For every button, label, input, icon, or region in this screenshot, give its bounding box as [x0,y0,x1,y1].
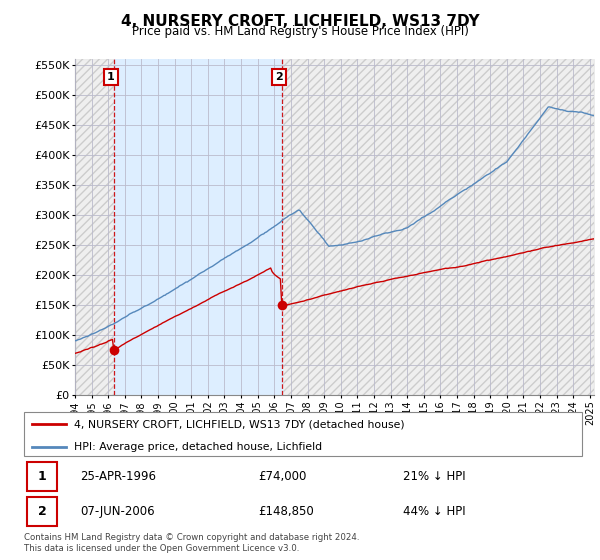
Text: 4, NURSERY CROFT, LICHFIELD, WS13 7DY (detached house): 4, NURSERY CROFT, LICHFIELD, WS13 7DY (d… [74,419,405,429]
Text: 1: 1 [107,72,115,82]
Text: 2: 2 [38,505,47,519]
Text: 2: 2 [275,72,283,82]
Text: 25-APR-1996: 25-APR-1996 [80,470,156,483]
Text: £148,850: £148,850 [259,505,314,519]
Text: £74,000: £74,000 [259,470,307,483]
Text: Price paid vs. HM Land Registry's House Price Index (HPI): Price paid vs. HM Land Registry's House … [131,25,469,38]
Text: HPI: Average price, detached house, Lichfield: HPI: Average price, detached house, Lich… [74,441,322,451]
Text: Contains HM Land Registry data © Crown copyright and database right 2024.
This d: Contains HM Land Registry data © Crown c… [24,533,359,553]
Bar [113,59,281,395]
Bar [27,497,58,526]
Bar [113,59,281,395]
Text: 4, NURSERY CROFT, LICHFIELD, WS13 7DY: 4, NURSERY CROFT, LICHFIELD, WS13 7DY [121,14,479,29]
Text: 44% ↓ HPI: 44% ↓ HPI [403,505,466,519]
Text: 07-JUN-2006: 07-JUN-2006 [80,505,154,519]
Text: 1: 1 [38,470,47,483]
Bar [27,462,58,491]
Text: 21% ↓ HPI: 21% ↓ HPI [403,470,466,483]
